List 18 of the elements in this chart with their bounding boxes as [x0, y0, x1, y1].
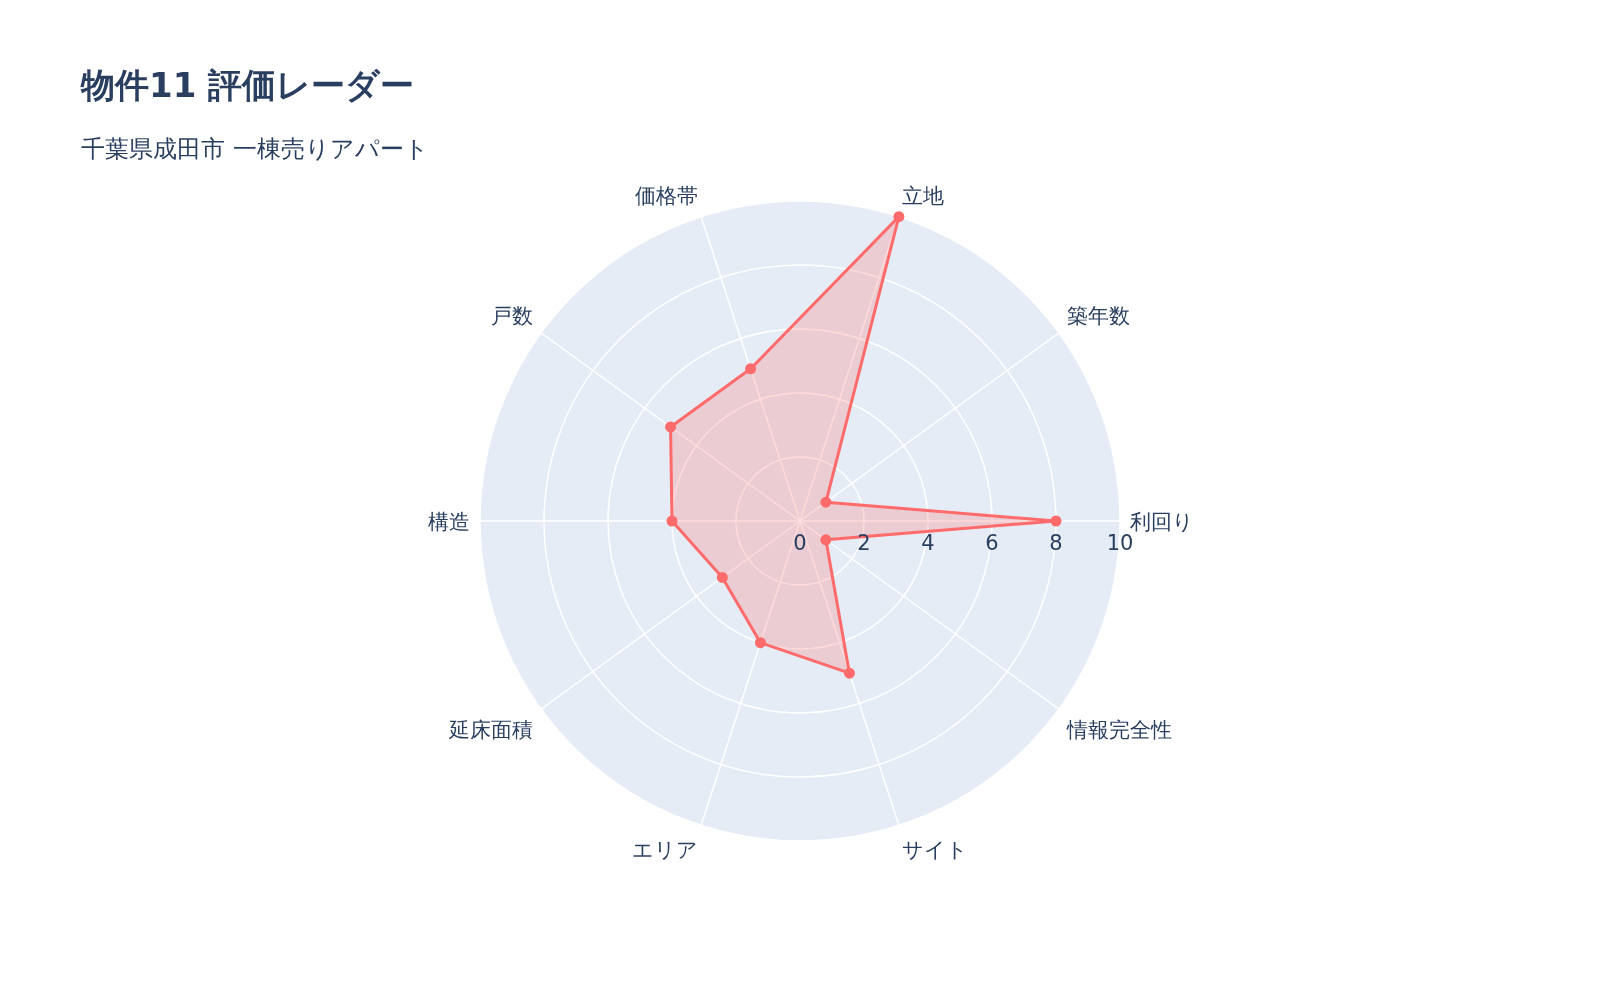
title: 物件11 評価レーダー — [81, 65, 415, 105]
y-tick-label: 4 — [921, 531, 935, 555]
spoke-label: エリア — [632, 837, 699, 862]
spoke-label: サイト — [901, 837, 968, 862]
y-tick-label: 8 — [1049, 531, 1063, 555]
spoke-label: 立地 — [901, 184, 944, 209]
y-tick-label: 10 — [1106, 531, 1134, 555]
y-tick-label: 6 — [985, 531, 999, 555]
spoke-label: 戸数 — [491, 304, 534, 329]
spoke-label: 構造 — [428, 510, 470, 534]
spoke-label: 情報完全性 — [1065, 717, 1172, 742]
spoke-label: 築年数 — [1066, 304, 1130, 329]
spoke-label: 延床面積 — [448, 717, 534, 742]
spoke-label: 価格帯 — [635, 184, 699, 209]
y-tick-label: 2 — [857, 531, 871, 555]
y-tick-label: 0 — [793, 531, 807, 555]
subtitle: 千葉県成田市 一棟売りアパート — [81, 135, 429, 163]
spoke-label: 利回り — [1130, 510, 1194, 534]
